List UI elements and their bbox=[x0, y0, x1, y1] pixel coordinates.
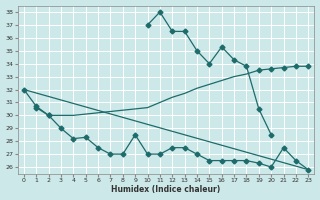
X-axis label: Humidex (Indice chaleur): Humidex (Indice chaleur) bbox=[111, 185, 221, 194]
